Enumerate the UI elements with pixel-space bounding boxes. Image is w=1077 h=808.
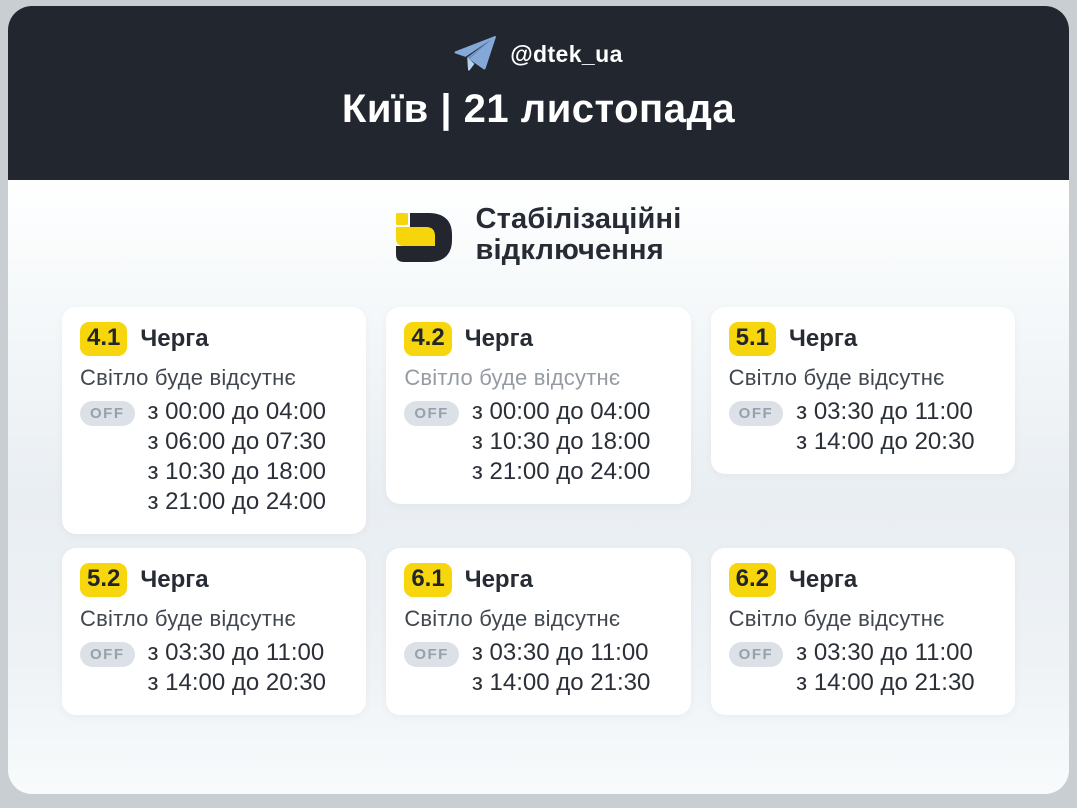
banner: Стабілізаційні відключення [8,180,1069,267]
times-list: з 00:00 до 04:00 з 10:30 до 18:00 з 21:00 … [472,397,650,487]
card-times-row: OFF з 03:30 до 11:00 з 14:00 до 20:30 [728,397,999,457]
queue-card: 4.1 Черга Світло буде відсутнє OFF з 00:… [62,307,367,534]
off-badge: OFF [728,401,784,426]
queue-label: Черга [789,566,858,593]
card-times-row: OFF з 00:00 до 04:00 з 10:30 до 18:00 з 21… [404,397,674,487]
queue-number-badge: 5.2 [80,563,128,597]
telegram-paper-plane-icon [454,35,497,73]
channel-handle[interactable]: @dtek_ua [510,40,623,67]
poster-header: @dtek_ua Київ | 21 листопада [8,6,1069,180]
queue-number-badge: 4.1 [80,322,128,356]
queue-label: Черга [140,566,209,593]
time-range: з 00:00 до 04:00 [471,398,651,425]
time-range: з 03:30 до 11:00 [471,639,649,666]
card-times-row: OFF з 03:30 до 11:00 з 14:00 до 21:30 [404,638,674,698]
card-times-row: OFF з 03:30 до 11:00 з 14:00 до 20:30 [80,638,350,698]
queue-card: 5.2 Черга Світло буде відсутнє OFF з 03:… [62,548,367,715]
off-badge: OFF [80,401,135,426]
off-badge: OFF [80,642,135,667]
time-range: з 03:30 до 11:00 [796,398,973,425]
card-header: 5.1 Черга [728,322,999,356]
card-header: 5.2 Черга [80,563,350,597]
card-header: 4.2 Черга [404,322,674,356]
card-header: 6.1 Черга [404,563,674,597]
card-subtitle: Світло буде відсутнє [80,606,296,631]
times-list: з 03:30 до 11:00 з 14:00 до 20:30 [796,397,974,457]
queue-label: Черга [464,566,533,593]
times-list: з 03:30 до 11:00 з 14:00 до 21:30 [796,638,974,698]
time-range: з 14:00 до 21:30 [471,669,651,696]
queue-number-badge: 4.2 [404,322,452,356]
time-range: з 21:00 до 24:00 [147,488,326,515]
queue-number-badge: 6.1 [404,563,452,597]
card-subtitle: Світло буде відсутнє [728,365,945,390]
card-subtitle: Світло буде відсутнє [404,606,621,631]
banner-title-line1: Стабілізаційні [475,202,682,235]
card-header: 4.1 Черга [80,322,350,356]
queue-label: Черга [140,325,209,352]
time-range: з 14:00 до 21:30 [796,669,975,696]
times-list: з 00:00 до 04:00 з 06:00 до 07:30 з 10:30 … [148,397,326,517]
time-range: з 21:00 до 24:00 [471,458,651,485]
poster-sheet: @dtek_ua Київ | 21 листопада Стабілізаці… [8,6,1069,794]
time-range: з 03:30 до 11:00 [147,639,325,666]
time-range: з 14:00 до 20:30 [147,669,326,696]
off-badge: OFF [404,642,459,667]
time-range: з 00:00 до 04:00 [147,398,326,425]
queue-number-badge: 6.2 [728,563,777,597]
time-range: з 06:00 до 07:30 [147,428,326,455]
poster-title: Київ | 21 листопада [341,87,736,131]
times-list: з 03:30 до 11:00 з 14:00 до 20:30 [148,638,326,698]
off-badge: OFF [728,642,784,667]
queue-card: 6.2 Черга Світло буде відсутнє OFF з 03:… [710,548,1015,715]
card-subtitle: Світло буде відсутнє [80,365,296,390]
cards-grid: 4.1 Черга Світло буде відсутнє OFF з 00:… [62,307,1015,715]
card-header: 6.2 Черга [728,563,999,597]
card-times-row: OFF з 03:30 до 11:00 з 14:00 до 21:30 [728,638,999,698]
time-range: з 03:30 до 11:00 [796,639,973,666]
queue-label: Черга [789,325,858,352]
queue-number-badge: 5.1 [728,322,777,356]
queue-card: 6.1 Черга Світло буде відсутнє OFF з 03:… [386,548,691,715]
banner-title: Стабілізаційні відключення [476,204,682,265]
time-range: з 10:30 до 18:00 [471,428,651,455]
card-subtitle: Світло буде відсутнє [728,606,945,631]
queue-card: 4.2 Черга Світло буде відсутнє OFF з 00:… [386,307,691,504]
card-times-row: OFF з 00:00 до 04:00 з 06:00 до 07:30 з 10… [80,397,350,517]
time-range: з 10:30 до 18:00 [147,458,326,485]
banner-title-line2: відключення [475,233,664,266]
time-range: з 14:00 до 20:30 [796,428,975,455]
times-list: з 03:30 до 11:00 з 14:00 до 21:30 [472,638,650,698]
queue-label: Черга [464,325,533,352]
queue-card: 5.1 Черга Світло буде відсутнє OFF з 03:… [710,307,1015,474]
off-badge: OFF [404,401,459,426]
card-subtitle: Світло буде відсутнє [404,365,621,390]
channel-row[interactable]: @dtek_ua [454,35,623,73]
schedule-panel: Стабілізаційні відключення 4.1 Черга Сві… [8,180,1069,794]
dtek-logo [395,202,456,267]
